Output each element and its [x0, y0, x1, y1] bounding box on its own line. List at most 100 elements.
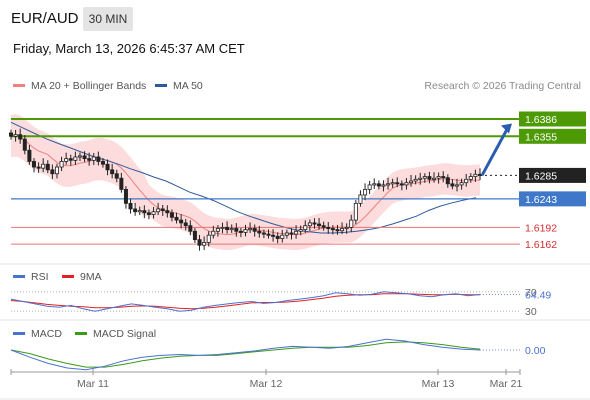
- legend-ma20-label: MA 20 + Bollinger Bands: [31, 80, 147, 92]
- rsi-current-label: 64.49: [525, 289, 551, 301]
- candle-body: [432, 177, 437, 180]
- candle-body: [45, 163, 50, 171]
- candle-body: [87, 158, 92, 161]
- macd-signal-line: [10, 341, 481, 368]
- ma20-swatch: [13, 83, 25, 87]
- macd-current-label: 0.00: [525, 345, 546, 357]
- level-tag-0: [519, 111, 586, 127]
- candle-body: [156, 208, 161, 213]
- candle-body: [294, 230, 299, 235]
- rsi-level-label-0: 70: [525, 287, 537, 299]
- candle-body: [91, 156, 96, 161]
- candle-body: [468, 176, 473, 180]
- candle-body: [399, 183, 404, 186]
- rsi-ma-swatch: [62, 274, 74, 278]
- macd-signal-swatch: [75, 331, 87, 335]
- time-label-3: Mar 21: [490, 378, 523, 390]
- candle-body: [363, 188, 368, 196]
- time-label-0: Mar 11: [77, 378, 109, 390]
- candle-body: [8, 132, 13, 137]
- level-label-1: 1.6355: [525, 131, 557, 143]
- candle-body: [183, 222, 188, 227]
- ma50-swatch: [155, 83, 167, 87]
- candle-body: [335, 229, 340, 232]
- candle-body: [137, 210, 142, 213]
- candle-body: [459, 182, 464, 186]
- candle-body: [22, 138, 27, 151]
- candle-body: [119, 177, 124, 190]
- legend-macd-label: MACD: [31, 328, 62, 340]
- candle-body: [160, 208, 165, 212]
- candle-body: [326, 226, 331, 229]
- candle-body: [307, 222, 312, 227]
- candle-body: [252, 228, 257, 232]
- candle-body: [464, 178, 469, 184]
- candle-body: [395, 182, 400, 185]
- candle-body: [36, 166, 41, 169]
- candle-body: [418, 177, 423, 180]
- candle-body: [376, 183, 381, 187]
- candle-body: [142, 210, 147, 214]
- candle-body: [114, 173, 119, 179]
- candle-body: [96, 156, 101, 162]
- level-label-5: 1.6162: [525, 239, 557, 251]
- timeframe-button[interactable]: 30 MIN: [83, 7, 133, 31]
- candle-body: [340, 228, 345, 232]
- candle-body: [202, 242, 207, 246]
- candle-body: [18, 134, 23, 140]
- candle-body: [179, 219, 184, 224]
- candle-body: [381, 184, 386, 187]
- bollinger-band: [11, 114, 480, 251]
- macd-swatch: [13, 331, 25, 335]
- candle-body: [349, 219, 354, 228]
- rsi-swatch: [13, 274, 25, 278]
- candle-body: [303, 225, 308, 230]
- candle-body: [289, 232, 294, 235]
- candle-body: [229, 228, 234, 231]
- legend-macd-signal: MACD Signal: [75, 328, 156, 340]
- candle-body: [13, 134, 18, 137]
- legend-macd: MACD: [13, 328, 62, 340]
- level-label-2: 1.6285: [525, 170, 557, 182]
- candle-body: [422, 176, 427, 179]
- candle-body: [73, 156, 78, 161]
- legend-rsi: RSI: [13, 271, 49, 283]
- candle-body: [215, 228, 220, 232]
- candle-body: [169, 212, 174, 218]
- candle-body: [280, 234, 285, 239]
- pair-title: EUR/AUD: [11, 10, 79, 27]
- level-tag-1: [519, 128, 586, 144]
- candle-body: [192, 230, 197, 241]
- candle-body: [133, 208, 138, 213]
- candle-body: [409, 180, 414, 184]
- candle-body: [257, 230, 262, 234]
- candle-body: [31, 161, 36, 168]
- macd-line: [10, 338, 481, 371]
- candle-body: [455, 184, 460, 187]
- candle-body: [234, 228, 239, 232]
- candle-body: [220, 226, 225, 229]
- candle-body: [151, 211, 156, 215]
- chart-datetime: Friday, March 13, 2026 6:45:37 AM CET: [13, 41, 245, 56]
- candle-body: [123, 188, 128, 204]
- legend-rsi-label: RSI: [31, 271, 49, 283]
- legend-ma50: MA 50: [155, 80, 203, 92]
- candle-body: [445, 177, 450, 185]
- candle-body: [261, 232, 266, 235]
- candle-body: [390, 182, 395, 185]
- candle-body: [367, 184, 372, 190]
- candle-body: [188, 225, 193, 232]
- candle-body: [243, 229, 248, 233]
- candle-body: [436, 176, 441, 179]
- candle-body: [330, 228, 335, 231]
- projection-arrowhead: [501, 123, 512, 134]
- candle-body: [77, 155, 82, 158]
- rsi-level-label-1: 30: [525, 306, 537, 318]
- projection-arrow: [480, 126, 510, 177]
- level-label-0: 1.6386: [525, 114, 557, 126]
- candle-body: [50, 169, 55, 175]
- candle-body: [225, 226, 230, 231]
- candle-body: [441, 176, 446, 179]
- candle-body: [27, 149, 32, 162]
